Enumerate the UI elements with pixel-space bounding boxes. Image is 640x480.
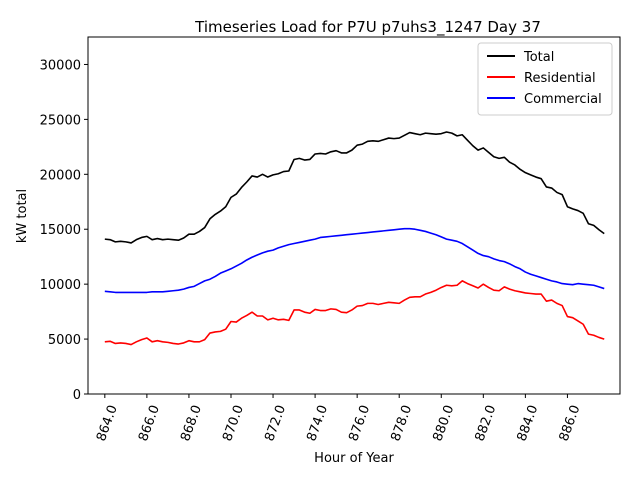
y-axis-label: kW total <box>15 189 30 243</box>
x-axis-label: Hour of Year <box>314 451 394 466</box>
y-tick-label: 0 <box>73 388 81 403</box>
y-tick-label: 5000 <box>48 333 81 348</box>
y-axis: 0 5000 10000 15000 20000 25000 30000 <box>40 58 88 403</box>
y-tick-label: 15000 <box>40 223 81 238</box>
y-tick-label: 25000 <box>40 113 81 128</box>
y-tick-label: 20000 <box>40 168 81 183</box>
legend-label-total: Total <box>523 50 554 65</box>
series-line-residential <box>104 280 605 346</box>
legend: Total Residential Commercial <box>477 42 613 116</box>
legend-label-commercial: Commercial <box>524 92 602 107</box>
y-tick-label: 30000 <box>40 58 81 73</box>
series-line-total <box>104 131 605 244</box>
series-line-commercial <box>104 227 605 294</box>
y-tick-label: 10000 <box>40 278 81 293</box>
series-layer <box>104 131 605 346</box>
legend-label-residential: Residential <box>524 71 596 86</box>
plot-frame <box>87 36 621 395</box>
chart-title: Timeseries Load for P7U p7uhs3_1247 Day … <box>194 18 541 37</box>
